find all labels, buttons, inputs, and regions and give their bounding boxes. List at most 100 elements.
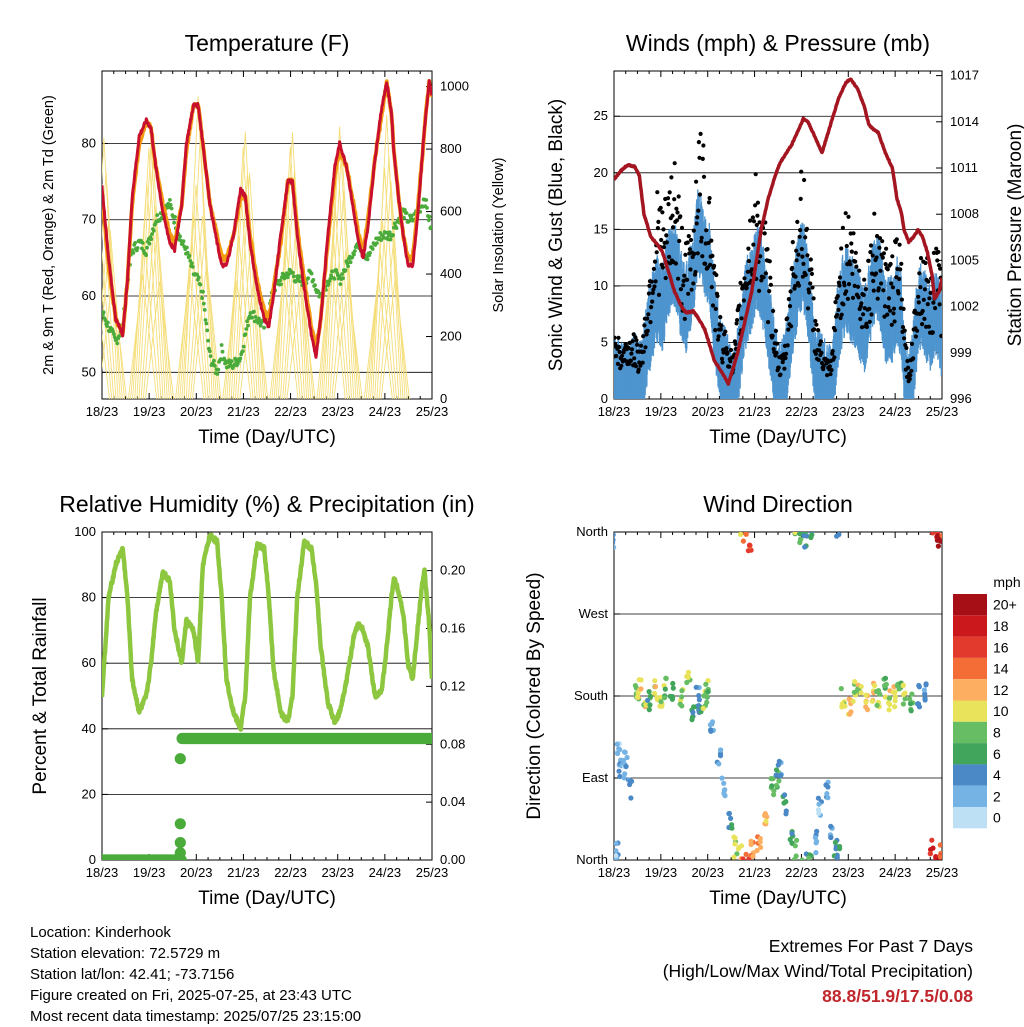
gust-point	[886, 305, 891, 310]
insolation-spike	[192, 262, 222, 399]
gust-point	[681, 283, 686, 288]
y2-tick-label: 600	[440, 204, 462, 219]
x-tick-label: 25/23	[416, 865, 449, 880]
gust-point	[882, 304, 888, 309]
y2-tick-label: 1017	[950, 68, 979, 83]
direction-point	[620, 757, 627, 764]
direction-point	[771, 788, 777, 794]
dewpoint-point	[388, 237, 393, 242]
gust-point	[899, 261, 904, 266]
gust-point	[664, 240, 670, 245]
gust-point	[617, 345, 622, 350]
x-tick-label: 22/23	[785, 404, 818, 419]
direction-points	[614, 532, 942, 860]
y-tick-label: 20	[594, 165, 608, 180]
direction-point	[896, 686, 902, 692]
direction-point	[614, 532, 616, 538]
direction-point	[703, 681, 709, 687]
gust-point	[750, 215, 756, 220]
gust-point	[931, 250, 937, 255]
x-tick-label: 24/23	[879, 404, 912, 419]
gust-point	[803, 235, 808, 240]
gust-point	[642, 323, 647, 328]
direction-point	[814, 828, 820, 835]
dewpoint-point	[140, 241, 145, 245]
direction-point	[758, 844, 764, 851]
insolation-spike	[144, 281, 175, 399]
dewpoint-point	[102, 310, 106, 315]
x-tick-label: 24/23	[369, 865, 402, 880]
direction-point	[670, 680, 676, 687]
direction-point	[614, 537, 616, 543]
gust-point	[853, 250, 858, 255]
direction-point	[773, 782, 780, 789]
dewpoint-point	[278, 278, 283, 283]
gust-point	[682, 316, 687, 321]
dewpoint-point	[222, 356, 227, 361]
dewpoint-point	[391, 233, 395, 238]
direction-point	[745, 548, 752, 554]
y2-tick-label: 1002	[950, 299, 979, 314]
gust-point	[638, 343, 644, 348]
gust-point	[658, 205, 663, 210]
gust-point	[890, 285, 896, 290]
y2-tick-label: 0.20	[440, 563, 465, 578]
gust-point	[916, 300, 921, 305]
gust-point	[928, 290, 933, 295]
x-tick-label: 20/23	[180, 404, 213, 419]
legend-label: 10	[993, 703, 1009, 719]
dewpoint-point	[151, 228, 156, 233]
gust-point	[712, 263, 717, 268]
gust-point	[877, 236, 883, 241]
gust-point	[838, 315, 843, 321]
insolation-spike	[187, 215, 218, 399]
gust-point	[897, 276, 902, 282]
dewpoint-point	[340, 272, 344, 276]
gust-point	[676, 194, 681, 199]
gust-point	[799, 246, 804, 252]
gust-point	[675, 210, 680, 215]
direction-point	[930, 532, 936, 536]
insolation-spike	[230, 131, 260, 399]
gust-point	[643, 345, 648, 350]
dewpoint-point	[332, 277, 337, 281]
gust-point	[937, 302, 942, 307]
direction-point	[614, 544, 617, 550]
gust-point	[889, 322, 894, 327]
precip-point	[174, 753, 186, 765]
gust-point	[876, 286, 881, 291]
legend-label: 12	[993, 682, 1009, 698]
direction-point	[828, 823, 834, 830]
gust-point	[793, 274, 798, 279]
dewpoint-point	[337, 274, 342, 279]
gust-point	[840, 225, 846, 230]
gust-point	[864, 324, 870, 329]
direction-point	[802, 544, 808, 550]
gust-point	[936, 249, 941, 255]
y2-tick-label: 0.08	[440, 736, 465, 751]
gust-point	[774, 350, 779, 356]
dewpoint-point	[105, 324, 109, 328]
gust-point	[856, 295, 861, 300]
gust-point	[790, 240, 795, 245]
gust-point	[739, 316, 744, 321]
y-tick-label: 60	[82, 288, 96, 303]
gust-point	[803, 272, 808, 277]
direction-point	[652, 684, 659, 690]
direction-point	[902, 696, 908, 702]
direction-point	[907, 696, 913, 702]
gust-point	[758, 254, 763, 259]
y-tick-label: 40	[82, 721, 96, 736]
direction-point	[922, 691, 928, 697]
x-axis-label: Time (Day/UTC)	[198, 888, 336, 909]
y2-axis-label: Solar Insolation (Yellow)	[491, 157, 507, 312]
dewpoint-point	[253, 315, 258, 319]
gust-point	[617, 349, 622, 355]
gust-point	[746, 246, 751, 251]
gust-point	[724, 346, 729, 351]
insolation-spike	[102, 286, 113, 399]
insolation-spike	[365, 252, 395, 399]
gust-point	[667, 190, 672, 195]
humidity-plot-area	[102, 532, 432, 860]
x-tick-label: 25/23	[926, 404, 959, 419]
